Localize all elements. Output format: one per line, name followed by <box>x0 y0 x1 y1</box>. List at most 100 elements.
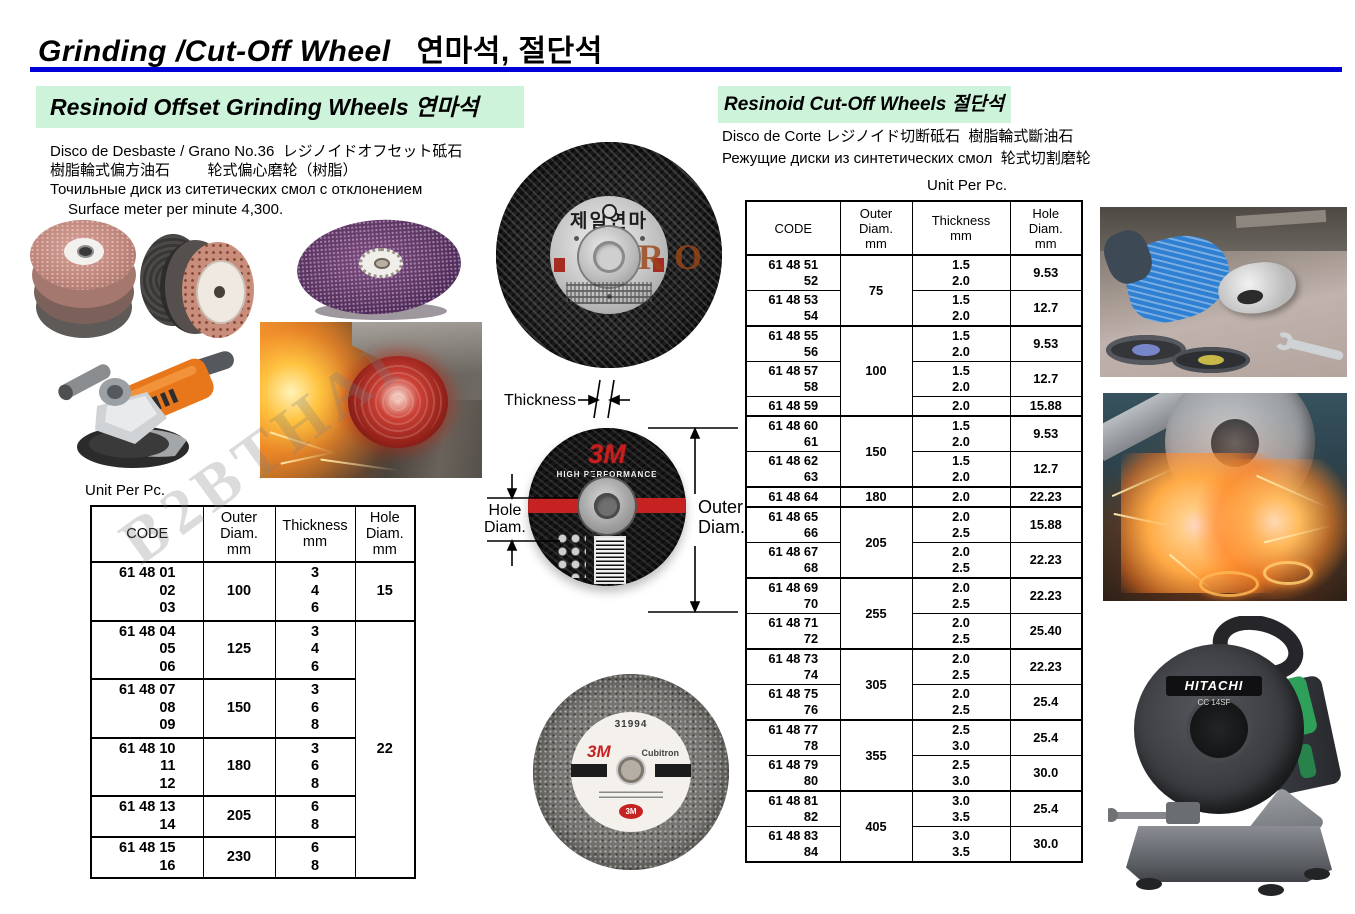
code-cell: 61 48 59 <box>745 396 841 417</box>
photo-purple-grinding-wheel <box>297 218 461 324</box>
hitachi-model: CC 14SF <box>1197 698 1231 707</box>
code-cell: 61 48 53 54 <box>745 290 841 327</box>
thickness-cell: 1.5 2.0 <box>911 361 1011 397</box>
hole-diam-cell: 30.0 <box>1009 755 1083 792</box>
left-col-header-thickness: Thickness mm <box>274 505 356 563</box>
table-row: 61 48 62 63 1.5 2.0 12.7 <box>745 451 1083 488</box>
left-col-header-code: CODE <box>90 505 204 563</box>
code-cell: 61 48 75 76 <box>745 684 841 721</box>
code-cell: 61 48 77 78 <box>745 719 841 756</box>
code-cell: 61 48 57 58 <box>745 361 841 397</box>
table-row: 61 48 01 02 03 100 3 4 6 15 <box>90 561 416 621</box>
table-row: 61 48 55 56 100 1.5 2.0 9.53 <box>745 325 1083 417</box>
offset-grinding-wheels-table: CODE Outer Diam. mm Thickness mm Hole Di… <box>90 505 416 879</box>
table-row: 61 48 65 66 205 2.0 2.5 15.88 <box>745 506 1083 579</box>
photo-hitachi-chopsaw: HITACHI CC 14SF <box>1108 616 1344 900</box>
code-cell: 61 48 01 02 03 <box>90 561 204 621</box>
table-row: 61 48 77 78 355 2.5 3.0 25.4 <box>745 719 1083 792</box>
code-cell: 61 48 83 84 <box>745 826 841 863</box>
outer-diam-cell: 405 <box>839 790 913 863</box>
hole-diam-cell: 25.40 <box>1009 613 1083 650</box>
thickness-cell: 2.0 2.5 <box>911 542 1011 579</box>
right-section-header: Resinoid Cut-Off Wheels 절단석 <box>718 86 1011 123</box>
photo-3m-grinding-wheel: 3M HIGH PERFORMANCE <box>528 428 686 586</box>
photo-hand-cutting <box>1100 207 1347 377</box>
code-cell: 61 48 07 08 09 <box>90 678 204 738</box>
outer-diam-dim-label: Outer Diam. <box>698 497 746 537</box>
page-title-en: Grinding /Cut-Off Wheel <box>38 35 391 68</box>
hole-diam-cell: 12.7 <box>1009 451 1083 488</box>
thickness-cell: 2.0 2.5 <box>911 577 1011 614</box>
hole-diam-cell: 22.23 <box>1009 648 1083 685</box>
hole-diam-cell: 22.23 <box>1009 542 1083 579</box>
left-desc-line3: Точильные диск из ситетических смол с от… <box>50 181 423 198</box>
thickness-cell: 3.0 3.5 <box>911 826 1011 863</box>
code-cell: 61 48 55 56 <box>745 325 841 362</box>
table-row: 61 48 83 84 3.0 3.5 30.0 <box>745 826 1083 863</box>
table-row: 61 48 10 11 12 180 3 6 8 <box>90 736 415 797</box>
table-row: 61 48 57 58 1.5 2.0 12.7 <box>745 361 1083 397</box>
photo-flap-disc-stack <box>138 228 256 344</box>
watermark-accent: RO <box>638 237 712 277</box>
outer-diam-cell: 75 <box>839 254 913 327</box>
table-row: 61 48 67 68 2.0 2.5 22.23 <box>745 542 1083 579</box>
thickness-cell: 2.5 3.0 <box>911 719 1011 756</box>
page-title-kr: 연마석, 절단석 <box>416 35 603 68</box>
korean-wheel-emblem <box>602 204 617 219</box>
hole-diam-cell: 22.23 <box>1009 486 1083 508</box>
hole-diam-cell: 25.4 <box>1009 790 1083 827</box>
code-cell: 61 48 64 <box>745 486 841 508</box>
code-cell: 61 48 67 68 <box>745 542 841 579</box>
table-row: 61 48 75 76 2.0 2.5 25.4 <box>745 684 1083 721</box>
code-cell: 61 48 15 16 <box>90 836 204 879</box>
table-row: 61 48 71 72 2.0 2.5 25.40 <box>745 613 1083 650</box>
korean-wheel-label: 제일연마 <box>550 196 668 314</box>
thickness-dim-label: Thickness <box>504 392 577 409</box>
right-col-header-thickness: Thickness mm <box>911 200 1011 256</box>
code-cell: 61 48 81 82 <box>745 790 841 827</box>
hitachi-brand: HITACHI <box>1166 676 1262 696</box>
thickness-cell: 3.0 3.5 <box>911 790 1011 827</box>
left-col-header-outer: Outer Diam. mm <box>202 505 276 563</box>
hole-diam-cell: 12.7 <box>1009 290 1083 327</box>
outer-diam-cell: 355 <box>839 719 913 792</box>
photo-3m-cutoff-wheel: 31994 3M Cubitron 3M <box>533 674 729 870</box>
photo-cutoff-wheel-korean: 제일연마 <box>496 142 722 368</box>
hole-diam-cell: 25.4 <box>1009 684 1083 721</box>
right-unit-label: Unit Per Pc. <box>927 177 1008 194</box>
thickness-cell: 2.0 <box>911 486 1011 508</box>
outer-diam-cell: 150 <box>839 415 913 488</box>
right-col-header-outer: Outer Diam. mm <box>839 200 913 256</box>
photo-grinding-sparks <box>260 322 482 478</box>
gray-wheel-logo: 3M <box>619 804 643 819</box>
code-cell: 61 48 62 63 <box>745 451 841 488</box>
wrench <box>1285 338 1345 361</box>
right-desc-line2: Режущие диски из синтетических смол 轮式切割… <box>722 150 1091 167</box>
thickness-cell: 1.5 2.0 <box>911 415 1011 452</box>
table-row: 61 48 79 80 2.5 3.0 30.0 <box>745 755 1083 792</box>
angle-grinder-illustration <box>58 351 234 468</box>
code-cell: 61 48 13 14 <box>90 795 204 838</box>
thickness-cell: 2.0 2.5 <box>911 648 1011 685</box>
gray-wheel-brand: 3M <box>587 742 611 761</box>
hole-diam-cell: 15 <box>354 561 416 621</box>
hole-diam-cell: 22 <box>354 619 416 879</box>
outer-diam-cell: 255 <box>839 577 913 650</box>
wheel3m-cert-icons <box>556 532 586 578</box>
wheel3m-series: HIGH PERFORMANCE <box>556 470 658 479</box>
code-cell: 61 48 60 61 <box>745 415 841 452</box>
table-row: 61 48 60 61 150 1.5 2.0 9.53 <box>745 415 1083 488</box>
thickness-cell: 2.0 2.5 <box>911 684 1011 721</box>
hole-diam-cell: 25.4 <box>1009 719 1083 756</box>
outer-diam-cell: 125 <box>202 619 276 680</box>
hole-diam-cell: 9.53 <box>1009 325 1083 362</box>
cutoff-wheels-table: CODE Outer Diam. mm Thickness mm Hole Di… <box>745 200 1083 863</box>
left-desc-line2: 樹脂輪式偏方油石 轮式偏心磨轮（树脂） <box>50 162 358 179</box>
left-desc-line1: Disco de Desbaste / Grano No.36 レジノイドオフセ… <box>50 143 463 160</box>
